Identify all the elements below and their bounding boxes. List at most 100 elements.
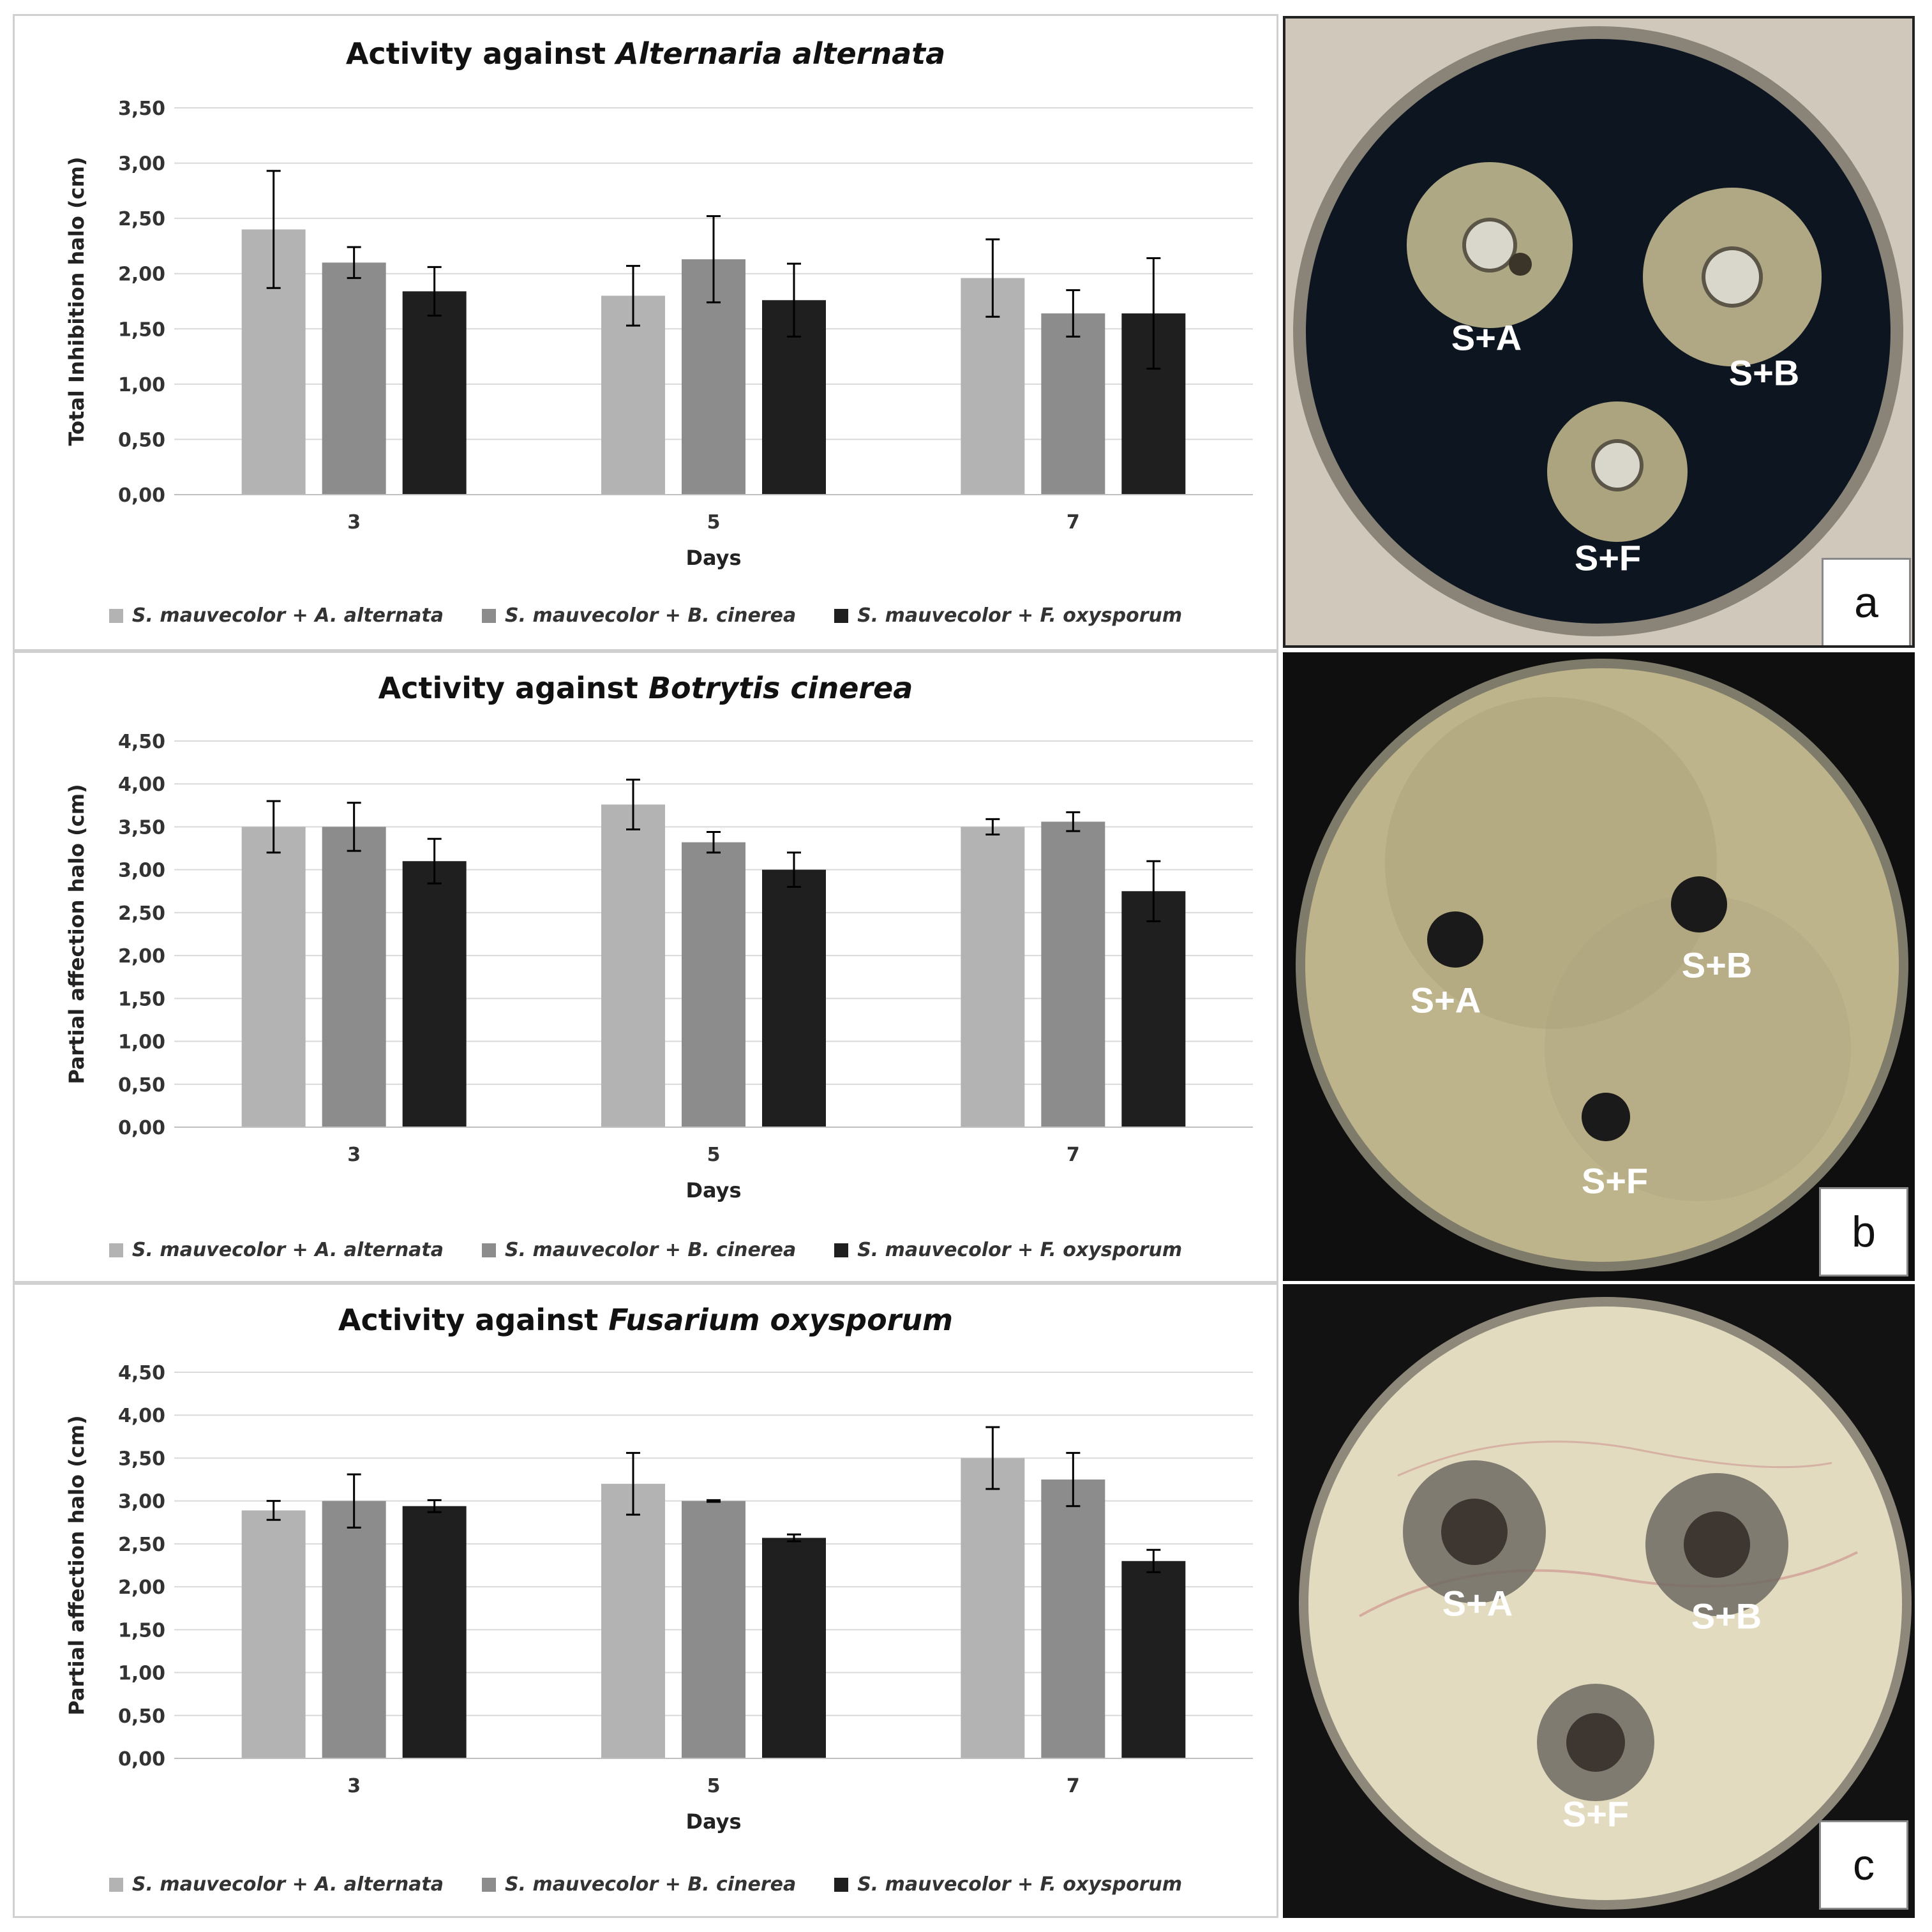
legend-item-series-1: S. mauvecolor + A. alternata bbox=[109, 1873, 444, 1896]
bar-2 bbox=[682, 842, 745, 1127]
y-tick-label: 0,00 bbox=[118, 484, 165, 507]
y-tick-label: 1,00 bbox=[118, 1031, 165, 1054]
y-tick-label: 3,50 bbox=[118, 98, 165, 120]
chart-panel-alternaria: Activity against Alternaria alternata 0,… bbox=[13, 14, 1278, 651]
spot-label: S+B bbox=[1681, 945, 1753, 985]
legend-item-series-3: S. mauvecolor + F. oxysporum bbox=[834, 1239, 1182, 1261]
chart-title: Activity against Alternaria alternata bbox=[345, 36, 946, 71]
bar-1 bbox=[601, 296, 665, 495]
petri-dish-photo-c: S+A S+B S+F c bbox=[1283, 1284, 1915, 1918]
spot-label: S+A bbox=[1451, 317, 1522, 358]
petri-dish-photo-b: S+A S+B S+F b bbox=[1283, 652, 1915, 1281]
legend-item-series-3: S. mauvecolor + F. oxysporum bbox=[834, 604, 1182, 627]
spot-label: S+F bbox=[1581, 1160, 1649, 1201]
well bbox=[1702, 246, 1763, 308]
well bbox=[1427, 911, 1483, 968]
panel-label: c bbox=[1819, 1820, 1908, 1910]
petri-dish-photo-a: S+A S+B S+F a bbox=[1283, 16, 1915, 648]
bar-2 bbox=[682, 1501, 745, 1758]
y-tick-label: 1,00 bbox=[118, 374, 165, 396]
bar-1 bbox=[961, 827, 1025, 1127]
spot-label: S+A bbox=[1442, 1583, 1513, 1624]
bar-2 bbox=[1041, 1479, 1105, 1758]
spot-label: S+A bbox=[1410, 980, 1481, 1021]
colony-spot bbox=[1509, 253, 1532, 276]
bar-3 bbox=[402, 1506, 467, 1758]
chart-legend: S. mauvecolor + A. alternata S. mauvecol… bbox=[15, 604, 1277, 627]
y-tick-label: 4,00 bbox=[118, 1405, 165, 1427]
y-tick-label: 1,50 bbox=[118, 318, 165, 341]
panel-label: b bbox=[1819, 1187, 1908, 1277]
spot-label: S+F bbox=[1574, 537, 1642, 578]
bar-1 bbox=[241, 1510, 306, 1758]
petri-dish-image bbox=[1293, 26, 1903, 636]
y-axis-label: Total Inhibition halo (cm) bbox=[64, 156, 89, 446]
legend-item-series-1: S. mauvecolor + A. alternata bbox=[109, 1239, 444, 1261]
petri-dish-image bbox=[1299, 1297, 1912, 1910]
x-tick-label: 5 bbox=[707, 1144, 721, 1166]
x-axis-label: Days bbox=[685, 1809, 741, 1834]
legend-item-series-1: S. mauvecolor + A. alternata bbox=[109, 604, 444, 627]
legend-item-series-2: S. mauvecolor + B. cinerea bbox=[482, 1873, 796, 1896]
bar-3 bbox=[402, 861, 467, 1127]
mycelium-patch bbox=[1545, 895, 1851, 1201]
x-tick-label: 3 bbox=[347, 511, 361, 534]
x-axis-label: Days bbox=[685, 546, 741, 570]
bar-1 bbox=[601, 804, 665, 1127]
y-tick-label: 2,50 bbox=[118, 208, 165, 230]
bar-3 bbox=[762, 869, 826, 1127]
y-tick-label: 2,50 bbox=[118, 1534, 165, 1556]
well bbox=[1582, 1093, 1630, 1141]
x-tick-label: 5 bbox=[707, 511, 721, 534]
chart-plot: 0,00 0,50 1,00 1,50 2,00 2,50 3,00 3,50 Total In… bbox=[64, 98, 1253, 570]
y-tick-label: 3,50 bbox=[118, 816, 165, 839]
bar-2 bbox=[322, 1501, 386, 1758]
bar-1 bbox=[601, 1483, 665, 1758]
chart-panel-fusarium: Activity against Fusarium oxysporum 0,00… bbox=[13, 1283, 1278, 1918]
well bbox=[1684, 1511, 1750, 1578]
chart-legend: S. mauvecolor + A. alternata S. mauvecol… bbox=[15, 1873, 1277, 1896]
spot-label: S+B bbox=[1728, 352, 1800, 393]
y-tick-label: 0,50 bbox=[118, 1074, 165, 1097]
y-tick-label: 4,00 bbox=[118, 774, 165, 796]
y-tick-label: 2,00 bbox=[118, 945, 165, 968]
bar-2 bbox=[322, 827, 386, 1127]
x-tick-label: 3 bbox=[347, 1775, 361, 1797]
bar-2 bbox=[1041, 821, 1105, 1127]
y-tick-label: 3,00 bbox=[118, 153, 165, 176]
spot-label: S+B bbox=[1691, 1596, 1762, 1636]
y-tick-label: 0,00 bbox=[118, 1117, 165, 1139]
y-tick-label: 4,50 bbox=[118, 1362, 165, 1384]
y-tick-label: 1,50 bbox=[118, 988, 165, 1010]
legend-item-series-3: S. mauvecolor + F. oxysporum bbox=[834, 1873, 1182, 1896]
x-axis-label: Days bbox=[685, 1178, 741, 1202]
y-tick-label: 2,00 bbox=[118, 264, 165, 286]
chart-title: Activity against Fusarium oxysporum bbox=[338, 1303, 954, 1337]
bar-3 bbox=[402, 291, 467, 495]
y-tick-label: 1,00 bbox=[118, 1663, 165, 1685]
y-tick-label: 3,50 bbox=[118, 1448, 165, 1470]
bar-1 bbox=[961, 1458, 1025, 1758]
spot-label: S+F bbox=[1562, 1793, 1629, 1834]
y-tick-label: 0,50 bbox=[118, 1705, 165, 1728]
petri-dish-image bbox=[1296, 659, 1908, 1271]
x-tick-label: 3 bbox=[347, 1144, 361, 1166]
chart-title: Activity against Botrytis cinerea bbox=[378, 671, 913, 705]
bar-2 bbox=[322, 262, 386, 495]
y-tick-label: 3,00 bbox=[118, 860, 165, 882]
well bbox=[1462, 218, 1517, 273]
y-axis-label: Partial affection halo (cm) bbox=[64, 1415, 89, 1715]
well bbox=[1671, 876, 1727, 932]
bar-1 bbox=[241, 827, 306, 1127]
x-tick-label: 7 bbox=[1067, 1144, 1080, 1166]
well bbox=[1591, 439, 1644, 491]
y-tick-label: 0,00 bbox=[118, 1748, 165, 1771]
legend-item-series-2: S. mauvecolor + B. cinerea bbox=[482, 1239, 796, 1261]
y-tick-label: 4,50 bbox=[118, 731, 165, 753]
panel-label: a bbox=[1822, 558, 1911, 645]
y-tick-label: 0,50 bbox=[118, 429, 165, 451]
chart-plot: 0,00 0,50 1,00 1,50 2,00 2,50 3,00 3,50 4,00 4,50… bbox=[64, 731, 1253, 1202]
y-axis-label: Partial affection halo (cm) bbox=[64, 784, 89, 1084]
chart-plot: 0,00 0,50 1,00 1,50 2,00 2,50 3,00 3,50 4,00 4,50… bbox=[64, 1362, 1253, 1834]
y-tick-label: 3,00 bbox=[118, 1491, 165, 1513]
